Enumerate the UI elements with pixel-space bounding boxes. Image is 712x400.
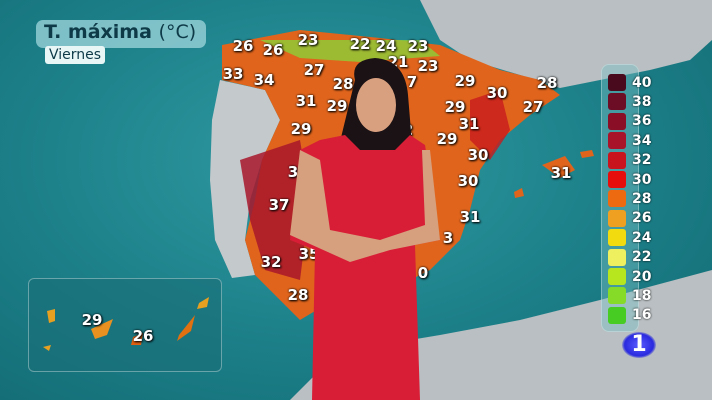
legend-swatch <box>608 268 626 285</box>
temp-label: 29 <box>290 120 312 138</box>
legend-row: 26 <box>608 209 651 227</box>
legend-label: 18 <box>632 287 652 304</box>
legend-row: 18 <box>608 287 651 305</box>
temp-label: 27 <box>303 61 325 79</box>
canarias-map <box>43 297 209 351</box>
temp-label: 3 <box>442 229 454 247</box>
temp-label: 32 <box>260 253 282 271</box>
temp-label: 31 <box>550 164 572 182</box>
temp-label: 23 <box>407 37 429 55</box>
legend-row: 32 <box>608 151 651 169</box>
legend-label: 28 <box>632 190 652 207</box>
temp-label: 30 <box>467 146 489 164</box>
canarias-temp-east: 26 <box>132 327 154 345</box>
legend-label: 34 <box>632 132 652 149</box>
temp-label: 31 <box>459 208 481 226</box>
channel-logo: 1 <box>622 332 656 358</box>
legend-row: 16 <box>608 306 651 324</box>
legend-row: 28 <box>608 190 651 208</box>
presenter-dress <box>290 135 440 400</box>
legend-swatch <box>608 209 626 227</box>
legend-swatch <box>608 171 626 188</box>
temp-label: 29 <box>454 72 476 90</box>
title-unit: (°C) <box>158 21 197 43</box>
legend-label: 30 <box>632 171 652 188</box>
map-title: T. máxima (°C) <box>44 21 196 43</box>
temp-label: 3 <box>287 163 299 181</box>
temp-label: 28 <box>287 286 309 304</box>
legend-swatch <box>608 229 626 247</box>
legend-swatch <box>608 248 626 266</box>
legend-swatch <box>608 287 626 305</box>
temp-label: 29 <box>326 97 348 115</box>
legend-row: 38 <box>608 93 651 111</box>
ibiza <box>514 188 524 198</box>
title-panel <box>36 20 206 48</box>
legend-swatch <box>608 190 626 208</box>
legend-row: 24 <box>608 229 651 247</box>
temp-label: 26 <box>232 37 254 55</box>
temp-label: 34 <box>253 71 275 89</box>
legend-label: 24 <box>632 229 652 246</box>
legend-label: 26 <box>632 210 652 227</box>
legend-swatch <box>608 112 626 130</box>
legend-row: 40 <box>608 74 651 91</box>
presenter-face <box>356 78 396 132</box>
mallorca <box>542 156 575 178</box>
legend-row: 22 <box>608 248 651 266</box>
temp-label: 27 <box>522 98 544 116</box>
temp-label: 31 <box>458 115 480 133</box>
legend-swatch <box>608 306 626 324</box>
legend-row: 34 <box>608 132 651 150</box>
legend-label: 22 <box>632 249 652 266</box>
presenter-arms <box>290 150 440 262</box>
legend-swatch <box>608 93 626 111</box>
southwest-hot-zone <box>240 140 310 280</box>
temp-label: 30 <box>486 84 508 102</box>
temp-label: 30 <box>457 172 479 190</box>
canarias-inset: 29 26 <box>28 278 222 372</box>
temp-label: 37 <box>268 196 290 214</box>
temp-label: 26 <box>262 41 284 59</box>
legend-label: 40 <box>632 74 652 91</box>
north-coast-cool-zone <box>260 40 440 62</box>
temp-label: 28 <box>536 74 558 92</box>
temp-label: 24 <box>375 37 397 55</box>
legend-swatch <box>608 151 626 169</box>
legend-label: 36 <box>632 113 652 130</box>
canarias-temp-west: 29 <box>81 311 103 329</box>
legend-label: 20 <box>632 268 652 285</box>
temp-label: 23 <box>417 57 439 75</box>
legend-label: 16 <box>632 307 652 324</box>
title-text: T. máxima <box>44 21 152 43</box>
temp-label: 7 <box>406 73 418 91</box>
menorca <box>580 150 594 158</box>
legend-swatch <box>608 132 626 150</box>
temp-label: 29 <box>436 130 458 148</box>
day-label: Viernes <box>45 46 106 64</box>
legend-row: 30 <box>608 171 651 188</box>
temp-label: 28 <box>332 75 354 93</box>
legend-label: 32 <box>632 152 652 169</box>
legend-row: 20 <box>608 268 651 285</box>
temp-label: 23 <box>297 31 319 49</box>
temp-label: 22 <box>349 35 371 53</box>
east-hot-zone <box>470 90 510 160</box>
temp-label: 0 <box>417 264 429 282</box>
temp-label: 29 <box>444 98 466 116</box>
legend-swatch <box>608 74 626 91</box>
temp-label: 33 <box>222 65 244 83</box>
legend-row: 36 <box>608 112 651 130</box>
france-land <box>420 0 712 88</box>
legend-label: 38 <box>632 93 652 110</box>
temp-label: 31 <box>295 92 317 110</box>
